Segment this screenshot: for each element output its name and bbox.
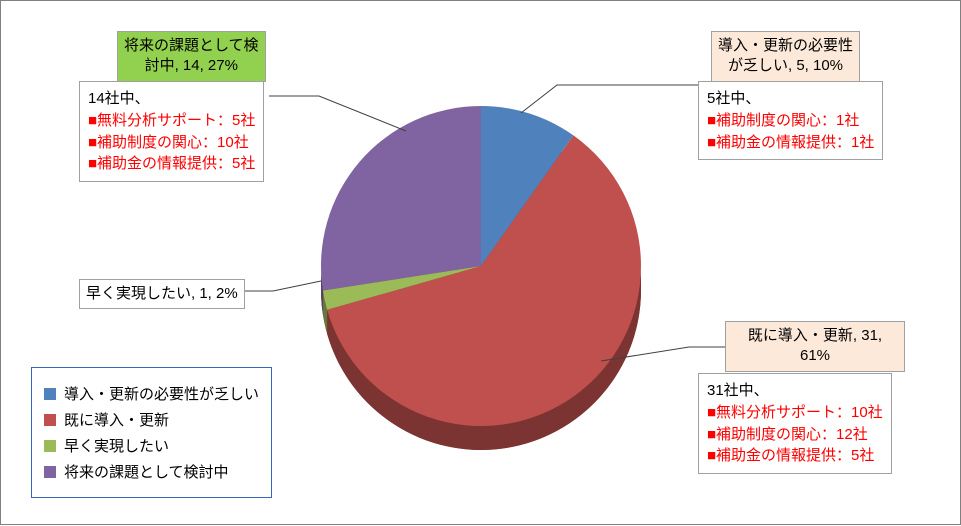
callout-text: 既に導入・更新, 31, [732,326,898,346]
legend: 導入・更新の必要性が乏しい既に導入・更新早く実現したい将来の課題として検討中 [31,367,272,498]
callout-text: 導入・更新の必要性 [718,36,853,56]
callout-detail-already: 31社中、 ■無料分析サポート：10社 ■補助制度の関心：12社 ■補助金の情報… [698,373,892,474]
pie-slice [321,106,481,291]
callout-text: が乏しい, 5, 10% [718,56,853,76]
callout-label-future: 将来の課題として検 討中, 14, 27% [117,31,266,82]
legend-swatch [44,466,56,478]
pie-chart [321,91,661,476]
callout-label-already: 既に導入・更新, 31, 61% [725,321,905,372]
legend-label: 導入・更新の必要性が乏しい [64,383,259,404]
detail-row: ■補助金の情報提供：1社 [707,132,874,154]
callout-text: 早く実現したい, 1, 2% [86,285,238,302]
detail-header: 31社中、 [707,380,883,402]
detail-row: ■補助制度の関心：10社 [88,132,255,154]
legend-item: 早く実現したい [44,435,259,456]
legend-label: 既に導入・更新 [64,409,169,430]
detail-header: 14社中、 [88,88,255,110]
legend-item: 既に導入・更新 [44,409,259,430]
detail-row: ■補助金の情報提供：5社 [88,153,255,175]
detail-row: ■無料分析サポート：10社 [707,402,883,424]
legend-swatch [44,440,56,452]
callout-label-soon: 早く実現したい, 1, 2% [79,279,245,309]
legend-label: 将来の課題として検討中 [64,461,229,482]
legend-swatch [44,414,56,426]
legend-item: 将来の課題として検討中 [44,461,259,482]
callout-text: 討中, 14, 27% [124,56,259,76]
detail-row: ■補助金の情報提供：5社 [707,445,883,467]
pie-svg [321,91,661,471]
callout-detail-lownecessity: 5社中、 ■補助制度の関心：1社 ■補助金の情報提供：1社 [698,81,883,160]
callout-label-lownecessity: 導入・更新の必要性 が乏しい, 5, 10% [711,31,860,82]
callout-text: 将来の課題として検 [124,36,259,56]
detail-row: ■補助制度の関心：1社 [707,110,874,132]
detail-row: ■無料分析サポート：5社 [88,110,255,132]
callout-text: 61% [732,346,898,366]
callout-detail-future: 14社中、 ■無料分析サポート：5社 ■補助制度の関心：10社 ■補助金の情報提… [79,81,264,182]
legend-item: 導入・更新の必要性が乏しい [44,383,259,404]
legend-swatch [44,388,56,400]
detail-header: 5社中、 [707,88,874,110]
detail-row: ■補助制度の関心：12社 [707,424,883,446]
legend-label: 早く実現したい [64,435,169,456]
